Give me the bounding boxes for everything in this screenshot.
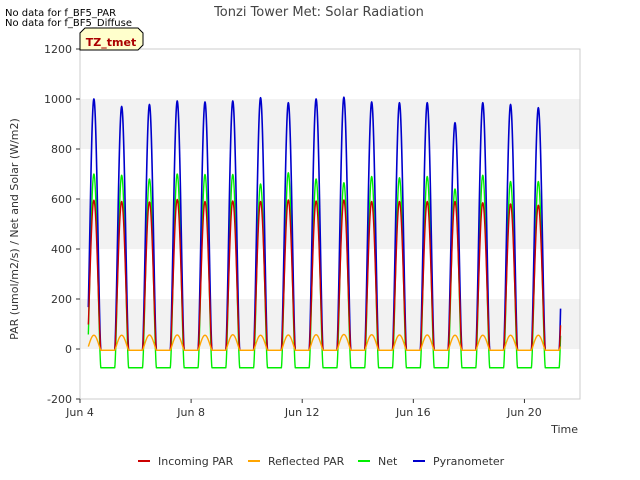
x-tick-label: Jun 12 <box>284 406 320 419</box>
y-tick-label: -200 <box>47 393 72 406</box>
legend: Incoming PAR Reflected PAR Net Pyranometer <box>138 455 505 468</box>
y-tick-label: 600 <box>51 193 72 206</box>
y-tick-label: 800 <box>51 143 72 156</box>
x-tick-label: Jun 4 <box>65 406 94 419</box>
background-band <box>80 299 580 349</box>
y-tick-label: 1200 <box>44 43 72 56</box>
y-tick-label: 400 <box>51 243 72 256</box>
x-tick-label: Jun 20 <box>506 406 542 419</box>
no-data-note-diffuse: No data for f_BF5_Diffuse <box>5 18 132 29</box>
site-badge: TZ_tmet <box>79 27 144 51</box>
chart-title: Tonzi Tower Met: Solar Radiation <box>213 5 424 20</box>
legend-label: Reflected PAR <box>268 455 345 468</box>
plot-frame <box>79 48 581 400</box>
y-tick-label: 1000 <box>44 93 72 106</box>
x-tick-label: Jun 16 <box>395 406 431 419</box>
x-axis-label: Time <box>550 423 578 436</box>
no-data-note-par: No data for f_BF5_PAR <box>5 8 117 19</box>
series-line-net <box>87 172 562 369</box>
series-line-reflected-par <box>87 333 562 351</box>
background-band <box>80 199 580 249</box>
legend-label: Pyranometer <box>433 455 505 468</box>
legend-label: Incoming PAR <box>158 455 234 468</box>
y-tick-label: 200 <box>51 293 72 306</box>
y-tick-label: 0 <box>65 343 72 356</box>
legend-label: Net <box>378 455 398 468</box>
x-tick-label: Jun 8 <box>176 406 205 419</box>
site-badge-label: TZ_tmet <box>86 36 136 49</box>
background-band <box>80 99 580 149</box>
y-axis-label: PAR (umol/m2/s) / Net and Solar (W/m2) <box>8 118 21 340</box>
